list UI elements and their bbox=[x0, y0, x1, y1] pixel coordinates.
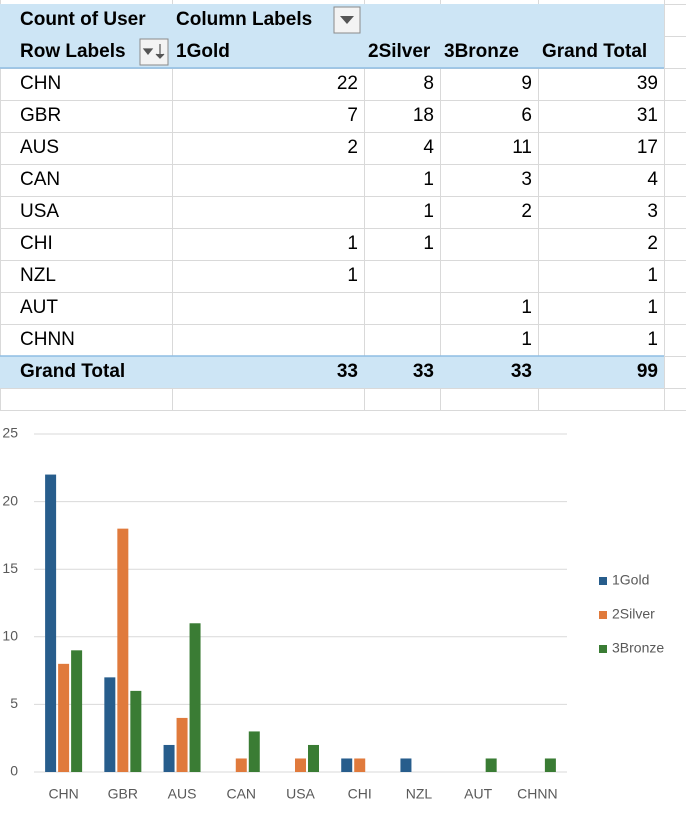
row-labels: Row Labels bbox=[20, 41, 126, 62]
cell-value: 22 bbox=[337, 73, 358, 94]
y-tick-label: 0 bbox=[10, 763, 18, 779]
header-fill bbox=[0, 4, 664, 68]
bar bbox=[295, 758, 306, 772]
cell-value: 33 bbox=[511, 361, 532, 382]
column-header: Grand Total bbox=[542, 41, 647, 62]
cell-value: 7 bbox=[347, 105, 358, 126]
x-tick-label: NZL bbox=[406, 786, 433, 802]
y-tick-label: 25 bbox=[2, 425, 18, 441]
legend-label: 3Bronze bbox=[612, 640, 664, 656]
bar bbox=[163, 744, 175, 772]
y-tick-label: 20 bbox=[2, 492, 18, 508]
pivot-corner: Count of User bbox=[20, 9, 146, 30]
row-label: GBR bbox=[20, 105, 61, 126]
legend-swatch bbox=[599, 577, 607, 585]
row-label: USA bbox=[20, 201, 59, 222]
bar bbox=[248, 731, 260, 772]
cell-value: 39 bbox=[637, 73, 658, 94]
row-label: CHN bbox=[20, 73, 61, 94]
column-header: 3Bronze bbox=[444, 41, 519, 62]
bar bbox=[58, 663, 70, 772]
bar bbox=[235, 758, 247, 772]
bar bbox=[45, 474, 57, 772]
bar bbox=[354, 758, 366, 772]
cell-value: 1 bbox=[423, 201, 434, 222]
cell-value: 1 bbox=[423, 233, 434, 254]
row-label: AUS bbox=[20, 137, 59, 158]
bar bbox=[189, 623, 201, 772]
row-label: AUT bbox=[20, 297, 58, 318]
legend-label: 2Silver bbox=[612, 606, 655, 622]
legend-swatch bbox=[599, 645, 607, 653]
cell-value: 4 bbox=[647, 169, 658, 190]
bar bbox=[104, 677, 116, 772]
cell-value: 1 bbox=[521, 297, 532, 318]
column-header: 2Silver bbox=[368, 41, 431, 62]
row-label: Grand Total bbox=[20, 361, 125, 382]
sort-icon bbox=[142, 44, 165, 59]
row-label: CAN bbox=[20, 169, 60, 190]
y-tick-label: 10 bbox=[2, 628, 18, 644]
cell-value: 1 bbox=[347, 233, 358, 254]
column-header: 1Gold bbox=[176, 41, 230, 62]
cell-value: 18 bbox=[413, 105, 434, 126]
cell-value: 9 bbox=[521, 73, 532, 94]
bar bbox=[117, 528, 129, 772]
bar bbox=[71, 650, 83, 772]
cell-value: 31 bbox=[637, 105, 658, 126]
legend-swatch bbox=[599, 611, 607, 619]
cell-value: 1 bbox=[347, 265, 358, 286]
bar bbox=[176, 717, 188, 772]
column-labels: Column Labels bbox=[176, 9, 312, 30]
cell-value: 8 bbox=[423, 73, 434, 94]
bar bbox=[544, 758, 556, 772]
cell-value: 1 bbox=[647, 265, 658, 286]
row-label: CHI bbox=[20, 233, 53, 254]
y-tick-label: 5 bbox=[10, 695, 18, 711]
bar bbox=[485, 758, 497, 772]
cell-value: 2 bbox=[347, 137, 358, 158]
y-tick-label: 15 bbox=[2, 560, 18, 576]
bar bbox=[400, 758, 412, 772]
filter-arrow bbox=[340, 16, 354, 24]
cell-value: 11 bbox=[512, 137, 532, 158]
total-fill bbox=[0, 356, 664, 388]
x-tick-label: AUT bbox=[464, 786, 492, 802]
cell-value: 3 bbox=[521, 169, 532, 190]
x-tick-label: CHNN bbox=[517, 786, 557, 802]
sort-button[interactable] bbox=[139, 38, 169, 66]
cell-value: 1 bbox=[521, 329, 532, 350]
row-label: NZL bbox=[20, 265, 56, 286]
x-tick-label: CAN bbox=[226, 786, 256, 802]
cell-value: 2 bbox=[647, 233, 658, 254]
cell-value: 1 bbox=[647, 329, 658, 350]
x-tick-label: AUS bbox=[168, 786, 197, 802]
x-tick-label: GBR bbox=[108, 786, 138, 802]
cell-value: 33 bbox=[413, 361, 434, 382]
bar bbox=[308, 744, 319, 772]
legend-label: 1Gold bbox=[612, 572, 649, 588]
cell-value: 3 bbox=[647, 201, 658, 222]
x-tick-label: CHI bbox=[348, 786, 372, 802]
x-tick-label: USA bbox=[286, 786, 315, 802]
cell-value: 6 bbox=[521, 105, 532, 126]
bar bbox=[130, 690, 142, 772]
cell-value: 1 bbox=[647, 297, 658, 318]
cell-value: 33 bbox=[337, 361, 358, 382]
cell-value: 1 bbox=[423, 169, 434, 190]
cell-value: 99 bbox=[637, 361, 658, 382]
cell-value: 2 bbox=[521, 201, 532, 222]
cell-value: 4 bbox=[423, 137, 434, 158]
bar bbox=[341, 758, 353, 772]
x-tick-label: CHN bbox=[48, 786, 78, 802]
row-label: CHNN bbox=[20, 329, 75, 350]
cell-value: 17 bbox=[637, 137, 658, 158]
